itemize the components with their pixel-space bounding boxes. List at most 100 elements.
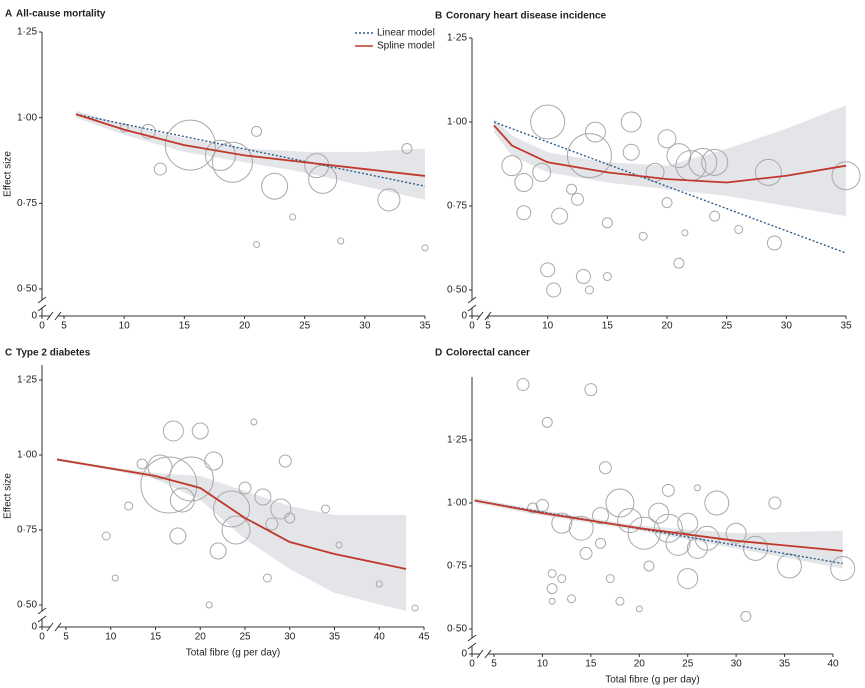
x-tick-label: 15 bbox=[179, 321, 191, 332]
study-bubble bbox=[153, 162, 167, 176]
axis-break bbox=[54, 311, 62, 321]
y-tick-label: 1·00 bbox=[447, 117, 467, 128]
study-bubble bbox=[688, 147, 718, 177]
axis-break bbox=[467, 642, 477, 650]
panel-letter: D bbox=[435, 348, 442, 359]
x-tick-label: 35 bbox=[779, 659, 791, 670]
study-bubble bbox=[653, 513, 683, 543]
study-bubble bbox=[421, 244, 429, 252]
study-bubble bbox=[254, 488, 272, 506]
study-bubble bbox=[546, 583, 558, 595]
study-bubble bbox=[579, 546, 593, 560]
x-tick-label: 25 bbox=[682, 659, 694, 670]
study-bubble bbox=[548, 597, 556, 605]
x-tick-label: 10 bbox=[537, 659, 549, 670]
study-bubble bbox=[681, 229, 689, 237]
study-bubble bbox=[657, 129, 677, 149]
study-bubble bbox=[213, 490, 251, 528]
x-tick-label: 5 bbox=[485, 321, 491, 332]
study-bubble bbox=[321, 504, 331, 514]
x-tick-label: 45 bbox=[418, 632, 430, 643]
study-bubble bbox=[289, 213, 297, 221]
study-bubble bbox=[557, 574, 567, 584]
study-bubble bbox=[169, 527, 187, 545]
x-tick-label: 10 bbox=[105, 632, 117, 643]
study-bubble bbox=[831, 161, 861, 191]
study-bubble bbox=[725, 522, 747, 544]
study-bubble bbox=[551, 512, 573, 534]
y-tick-label: 0·75 bbox=[447, 561, 467, 572]
axis-break bbox=[54, 622, 62, 632]
study-bubble bbox=[638, 231, 648, 241]
study-bubble bbox=[278, 454, 292, 468]
study-bubble bbox=[205, 601, 213, 609]
study-bubble bbox=[661, 483, 675, 497]
study-bubble bbox=[643, 560, 655, 572]
panel-title: All-cause mortality bbox=[16, 9, 106, 20]
x-tick-label: 35 bbox=[419, 321, 431, 332]
study-bubble bbox=[566, 594, 576, 604]
confidence-band bbox=[474, 497, 843, 569]
study-bubble bbox=[204, 139, 236, 171]
study-bubble bbox=[575, 269, 591, 285]
axis-break bbox=[467, 634, 477, 642]
study-bubble bbox=[551, 207, 569, 225]
study-bubble bbox=[514, 172, 534, 192]
study-bubble bbox=[595, 537, 607, 549]
study-bubble bbox=[169, 487, 195, 513]
study-bubble bbox=[605, 488, 635, 518]
study-bubble bbox=[375, 580, 383, 588]
study-bubble bbox=[140, 456, 198, 514]
y-tick-label: 0·50 bbox=[17, 284, 37, 295]
study-bubble bbox=[568, 515, 594, 541]
x-tick-label: 15 bbox=[150, 632, 162, 643]
study-bubble bbox=[535, 499, 549, 513]
axis-break bbox=[467, 304, 477, 312]
y-tick-label: 0 bbox=[461, 311, 467, 322]
study-bubble bbox=[766, 235, 782, 251]
x-tick-label: 40 bbox=[827, 659, 839, 670]
study-bubble bbox=[592, 507, 610, 525]
x-tick-label: 35 bbox=[329, 632, 341, 643]
study-bubble bbox=[540, 262, 556, 278]
study-bubble bbox=[211, 141, 253, 183]
axis-break bbox=[476, 311, 484, 321]
y-tick-label: 1·25 bbox=[447, 33, 467, 44]
study-bubble bbox=[546, 282, 562, 298]
y-tick-label: 0·75 bbox=[17, 198, 37, 209]
y-axis-label: Effect size bbox=[3, 473, 14, 519]
x-tick-label: 25 bbox=[721, 321, 733, 332]
x-tick-label: 0 bbox=[39, 321, 45, 332]
study-bubble bbox=[527, 502, 539, 514]
study-bubble bbox=[124, 501, 134, 511]
study-bubble bbox=[635, 605, 643, 613]
axis-break bbox=[467, 296, 477, 304]
axis-break bbox=[46, 311, 54, 321]
y-tick-label: 0·75 bbox=[447, 201, 467, 212]
study-bubble bbox=[136, 458, 148, 470]
x-tick-label: 0 bbox=[39, 632, 45, 643]
study-bubble bbox=[605, 574, 615, 584]
study-bubble bbox=[265, 517, 279, 531]
y-tick-label: 0 bbox=[461, 649, 467, 660]
study-bubble bbox=[677, 512, 699, 534]
study-bubble bbox=[598, 461, 612, 475]
y-tick-label: 1·25 bbox=[17, 375, 37, 386]
study-bubble bbox=[251, 125, 263, 137]
x-axis-label: Total fibre (g per day) bbox=[605, 675, 700, 686]
x-tick-label: 0 bbox=[469, 321, 475, 332]
axis-break bbox=[37, 296, 47, 304]
model-line bbox=[474, 499, 843, 552]
y-tick-label: 1·25 bbox=[17, 27, 37, 38]
x-axis-label: Total fibre (g per day) bbox=[186, 648, 281, 659]
study-bubble bbox=[566, 183, 578, 195]
study-bubble bbox=[191, 422, 209, 440]
model-line bbox=[493, 124, 847, 184]
study-bubble bbox=[571, 192, 584, 206]
study-bubble bbox=[743, 535, 769, 561]
study-bubble bbox=[284, 512, 296, 524]
study-bubble bbox=[627, 516, 661, 550]
study-bubble bbox=[411, 604, 419, 612]
confidence-band bbox=[57, 458, 407, 611]
